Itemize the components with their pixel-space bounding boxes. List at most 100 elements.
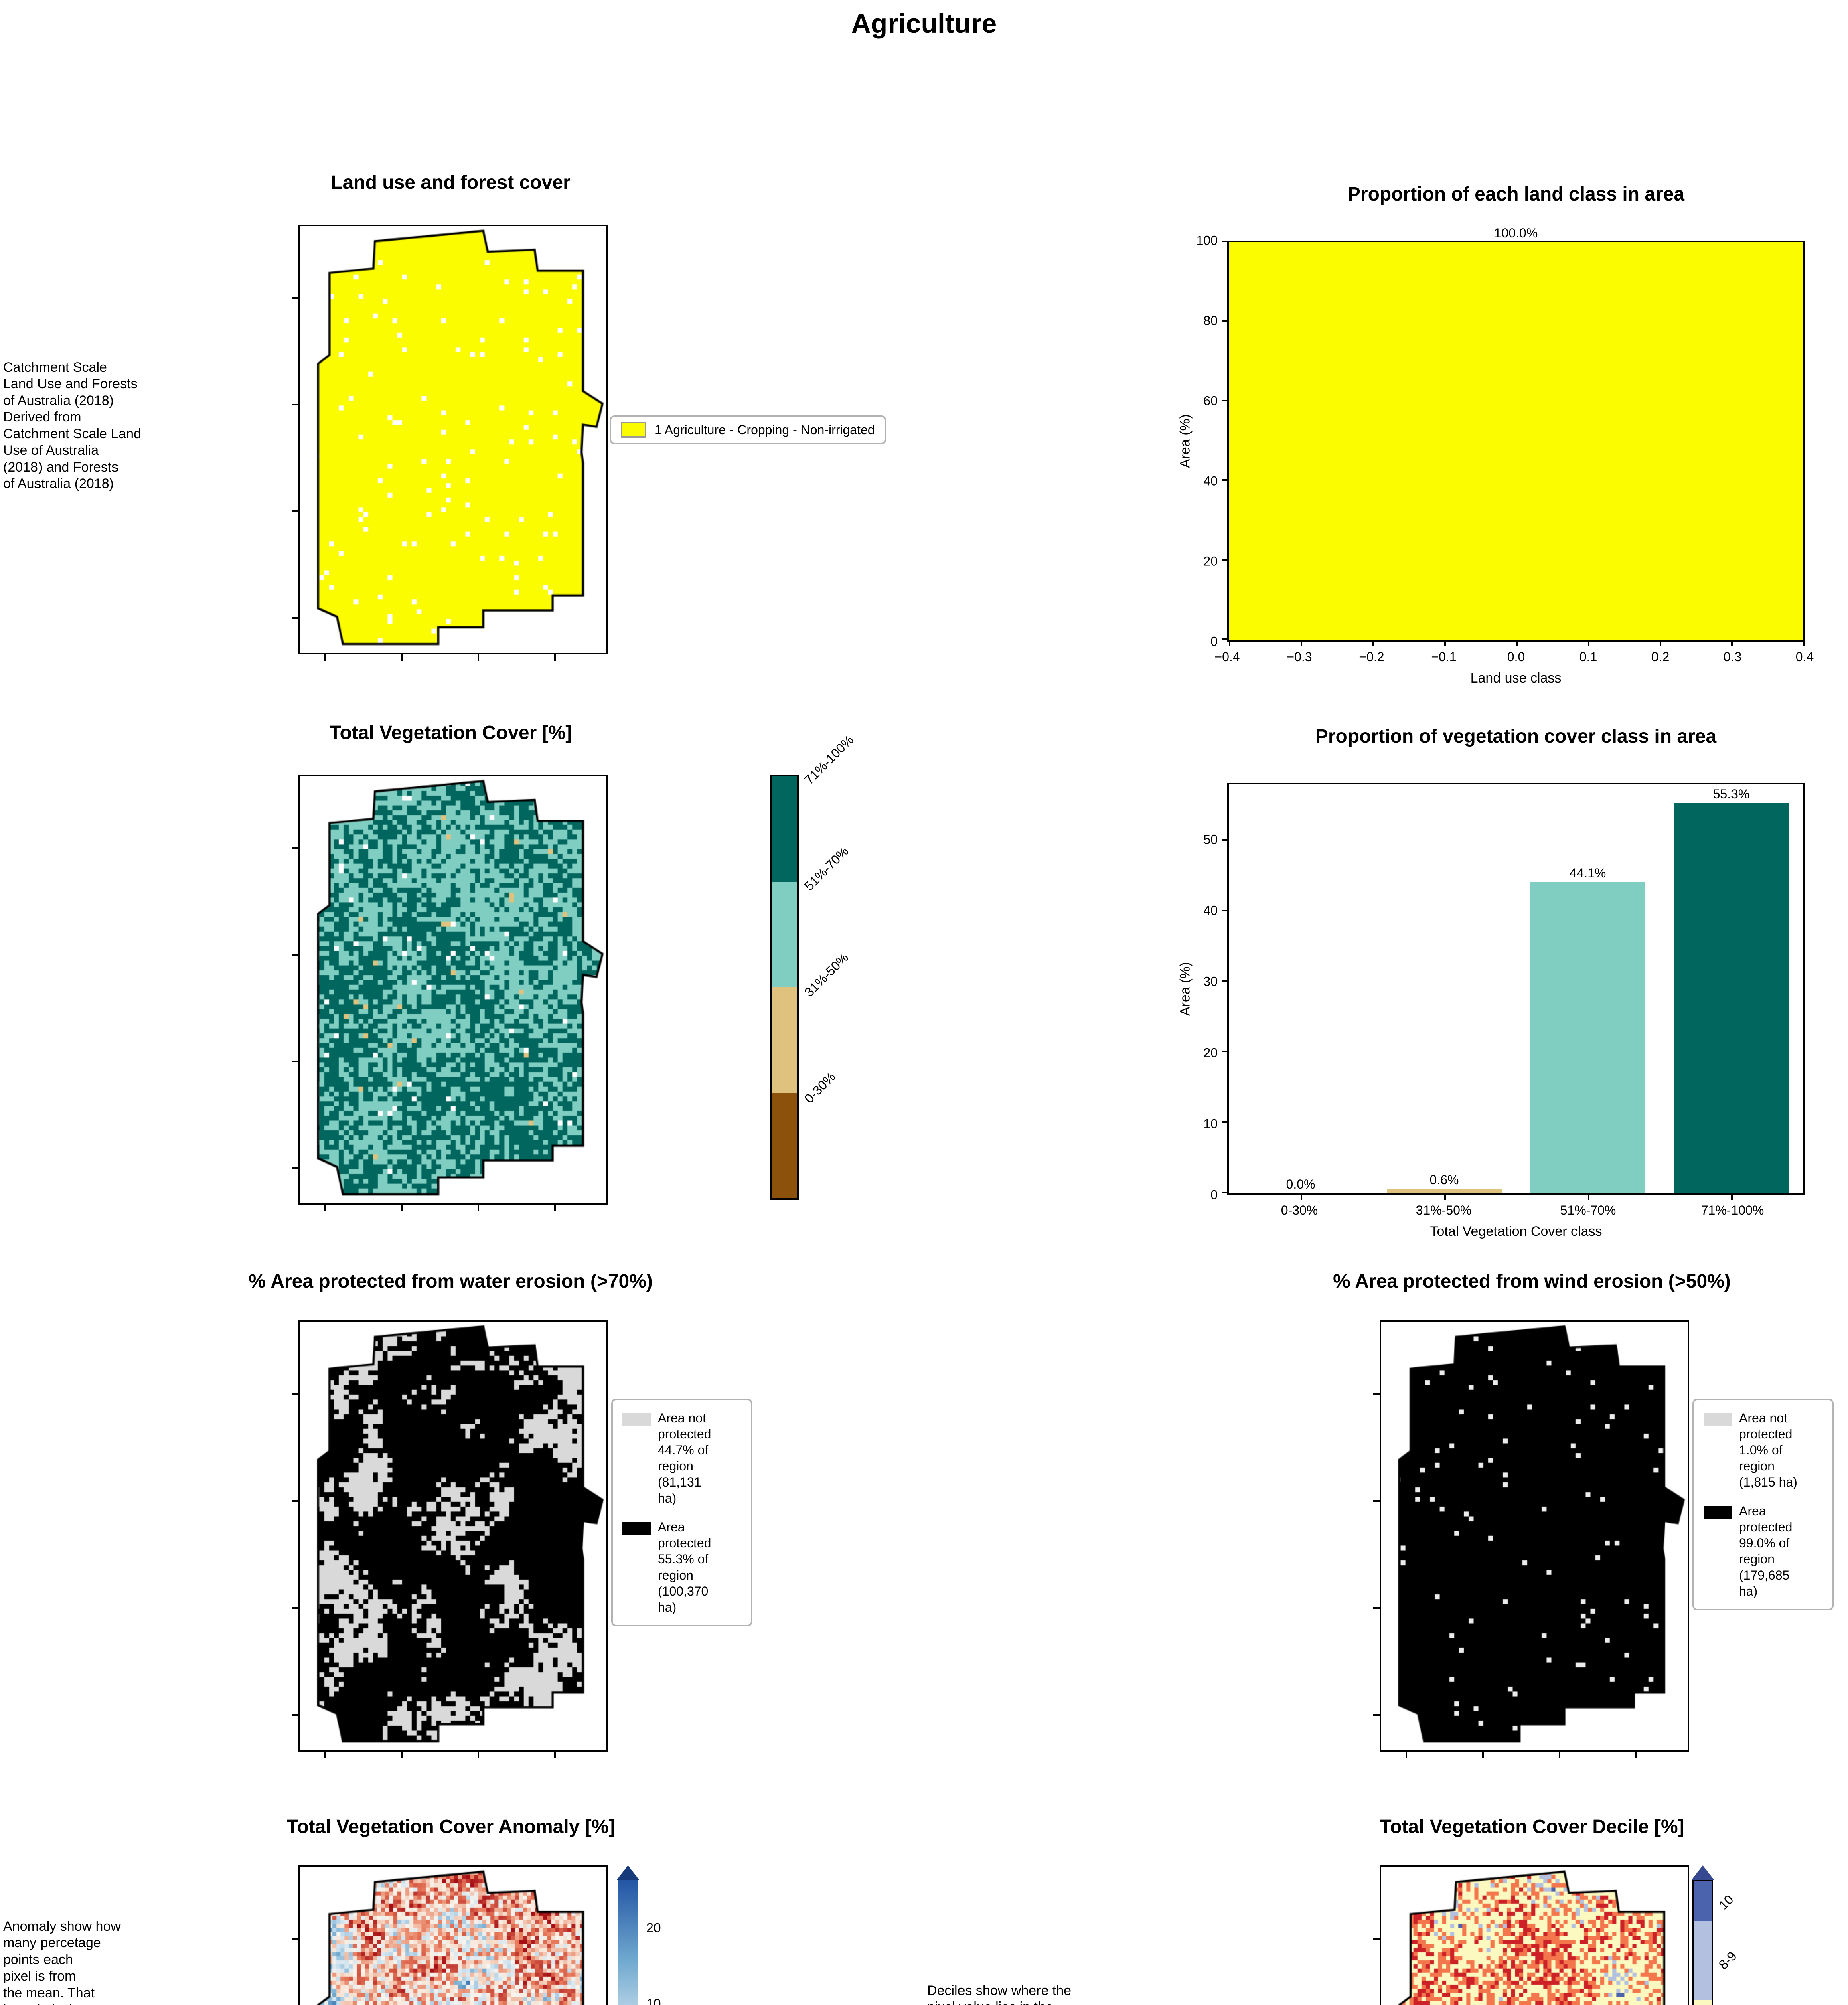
veg-class-chart: Proportion of vegetation cover class in …	[1178, 726, 1805, 1239]
map-tick-y	[292, 1500, 298, 1502]
map-tick-y	[1373, 1714, 1380, 1716]
map-tick-x	[478, 1205, 480, 1211]
map-tick-x	[1559, 1752, 1561, 1758]
legend-entry: Area protected 99.0% of region (179,685 …	[1704, 1503, 1822, 1599]
land-class-chart: Proportion of each land class in area Ar…	[1178, 184, 1814, 686]
decile-map-canvas	[1381, 1867, 1688, 2005]
ytick-label: 30	[1203, 974, 1218, 989]
map-tick-x	[554, 1752, 556, 1758]
map-tick-y	[1373, 1607, 1380, 1609]
decile-map	[1373, 1865, 1689, 2005]
map-tick-x	[478, 654, 480, 661]
map-tick-x	[1635, 1752, 1637, 1758]
ytick-mark	[1222, 559, 1229, 561]
cseg	[1694, 1881, 1712, 1921]
landuse-map-title: Land use and forest cover	[331, 172, 571, 193]
decile-colorbar-bar	[1692, 1880, 1713, 2005]
xtick-mark	[1372, 640, 1374, 646]
xtick-mark	[1516, 640, 1518, 646]
ytick-label: 0	[1210, 1187, 1218, 1202]
bar	[1386, 1189, 1502, 1193]
cbar-label: 31%-50%	[801, 950, 851, 1000]
map-tick-x	[324, 1205, 326, 1211]
land-class-chart-title: Proportion of each land class in area	[1347, 184, 1685, 205]
bar	[1674, 803, 1789, 1193]
ytick-label: 10	[1203, 1116, 1218, 1131]
bar-label: 0.0%	[1286, 1177, 1315, 1191]
legend-entry: Area not protected 1.0% of region (1,815…	[1704, 1410, 1822, 1490]
ytick-label: 0	[1210, 634, 1218, 649]
anomaly-colorbar: 20100−10−20	[617, 1865, 661, 2005]
xtick-mark	[1301, 1193, 1302, 1200]
wind-erosion-map-canvas	[1381, 1322, 1688, 1750]
land-class-plot-area: 100.0%	[1222, 226, 1805, 646]
map-tick-y	[292, 297, 298, 299]
page-title: Agriculture	[851, 8, 997, 39]
colorbar-over-arrow	[1692, 1865, 1714, 1880]
ytick-label: 50	[1203, 832, 1218, 847]
water-erosion-map-canvas	[300, 1322, 606, 1750]
xtick-mark	[1731, 1193, 1733, 1200]
map-tick-y	[292, 1167, 298, 1169]
landuse-map-canvas	[300, 226, 606, 653]
map-tick-y	[292, 510, 298, 512]
protected-label: Area protected 99.0% of region (179,685 …	[1739, 1504, 1793, 1598]
veg-class-yaxis: 0 10 20 30 40 50	[1169, 783, 1218, 1202]
landuse-legend-swatch	[621, 422, 646, 438]
xtick-mark	[1588, 1193, 1589, 1200]
vegcover-map-title: Total Vegetation Cover [%]	[329, 722, 572, 743]
not-protected-label: Area not protected 1.0% of region (1,815…	[1739, 1411, 1797, 1489]
vegcover-map	[292, 775, 608, 1211]
xtick-mark	[1301, 640, 1302, 646]
xtick-mark	[1588, 640, 1589, 646]
bar	[1229, 242, 1803, 640]
cbar-label: 8-9	[1716, 1948, 1740, 1973]
map-tick-x	[401, 1205, 403, 1211]
veg-class-xlabel: Total Vegetation Cover class	[1430, 1224, 1602, 1239]
land-class-xaxis: −0.4 −0.3 −0.2 −0.1 0.0 0.1 0.2 0.3 0.4	[1214, 650, 1814, 669]
protected-swatch	[1704, 1506, 1732, 1519]
wind-erosion-map	[1373, 1320, 1689, 1758]
ytick-mark	[1222, 479, 1229, 481]
xtick-label: 71%-100%	[1701, 1203, 1764, 1217]
decile-title: Total Vegetation Cover Decile [%]	[1380, 1816, 1684, 1837]
cbar-label: 0-30%	[801, 1069, 838, 1106]
xtick-label: 31%-50%	[1416, 1203, 1472, 1217]
map-tick-y	[292, 403, 298, 405]
land-class-xlabel: Land use class	[1470, 670, 1562, 686]
map-tick-y	[292, 1938, 298, 1940]
map-tick-y	[292, 1607, 298, 1609]
protected-label: Area protected 55.3% of region (100,370 …	[658, 1520, 711, 1614]
map-tick-y	[292, 847, 298, 849]
cseg	[1694, 1921, 1712, 2001]
vegcover-colorbar: 0-30% 31%-50% 51%-70% 71%-100%	[770, 733, 856, 1200]
ytick-mark	[1222, 399, 1229, 401]
ytick-mark	[1222, 1121, 1229, 1123]
protected-swatch	[622, 1522, 651, 1535]
veg-class-xaxis: 0-30% 31%-50% 51%-70% 71%-100%	[1227, 1203, 1805, 1222]
vegcover-colorbar-bar	[770, 775, 799, 1200]
xtick-mark	[1731, 640, 1733, 646]
xtick-mark	[1229, 640, 1230, 646]
cbar-tick: 10	[646, 1996, 661, 2005]
map-tick-x	[1406, 1752, 1408, 1758]
water-erosion-legend: Area not protected 44.7% of region (81,1…	[611, 1399, 752, 1626]
ytick-label: 60	[1203, 393, 1218, 408]
xtick-label: 0.4	[1795, 650, 1814, 664]
land-class-yaxis: 0 20 40 60 80 100	[1169, 233, 1218, 649]
decile-colorbar: 12-34-78-910	[1692, 1865, 1739, 2005]
landuse-legend: 1 Agriculture - Cropping - Non-irrigated	[610, 415, 886, 444]
map-tick-y	[292, 617, 298, 619]
landuse-caption: Catchment Scale Land Use and Forests of …	[3, 360, 141, 492]
anomaly-title: Total Vegetation Cover Anomaly [%]	[286, 1816, 615, 1837]
ytick-mark	[1222, 1192, 1229, 1193]
anomaly-map	[292, 1865, 608, 2005]
ytick-mark	[1222, 980, 1229, 982]
map-tick-x	[554, 654, 556, 661]
cseg	[1694, 2000, 1712, 2005]
map-tick-y	[292, 1393, 298, 1395]
map-tick-y	[292, 1060, 298, 1062]
cseg	[772, 776, 797, 882]
xtick-mark	[1444, 1193, 1446, 1200]
